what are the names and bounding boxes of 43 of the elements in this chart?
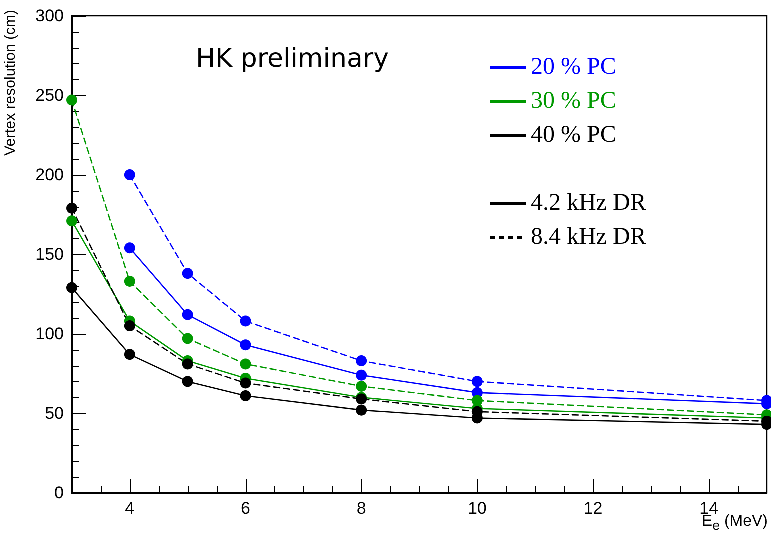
point — [124, 242, 136, 254]
point — [240, 378, 252, 389]
point — [240, 316, 252, 327]
x-tick-label: 12 — [584, 499, 603, 518]
point — [240, 340, 252, 351]
annotation: 8.4 kHz DR — [531, 224, 646, 251]
y-tick-label: 150 — [36, 245, 64, 264]
y-tick-label: 200 — [36, 166, 64, 184]
point — [182, 309, 194, 320]
point — [472, 376, 483, 388]
point — [66, 202, 78, 214]
point — [182, 268, 194, 280]
point — [124, 170, 136, 180]
point — [356, 380, 368, 392]
y-tick-label: 100 — [36, 324, 64, 344]
point — [182, 376, 194, 388]
point — [356, 356, 368, 367]
annotation: 4.2 kHz DR — [531, 190, 646, 217]
point — [66, 216, 78, 227]
y-tick-label: 300 — [36, 6, 64, 26]
x-tick-label: 8 — [356, 499, 366, 518]
x-tick-label: 6 — [241, 499, 250, 518]
x-tick-label: 10 — [468, 499, 487, 518]
y-axis-title: Vertex resolution (cm) — [2, 10, 19, 156]
point — [182, 333, 194, 344]
point — [124, 320, 136, 332]
point — [356, 404, 368, 416]
point — [240, 358, 252, 370]
point — [124, 276, 136, 288]
annotation: 40 % PC — [531, 122, 616, 149]
point — [182, 358, 194, 370]
point — [240, 390, 252, 402]
annotation: 30 % PC — [531, 88, 616, 115]
y-tick-label: 0 — [54, 484, 64, 502]
y-tick-label: 250 — [36, 86, 64, 105]
point — [356, 370, 368, 381]
point — [472, 395, 483, 406]
y-tick-label: 50 — [45, 404, 64, 423]
annotation: HK preliminary — [196, 44, 389, 74]
annotation: 20 % PC — [531, 54, 616, 81]
point — [66, 94, 78, 106]
x-tick-label: 4 — [125, 499, 135, 518]
point — [124, 349, 136, 360]
